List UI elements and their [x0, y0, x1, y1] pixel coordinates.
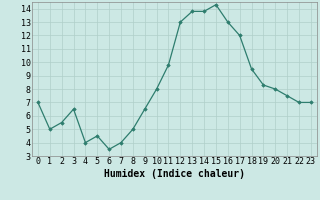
X-axis label: Humidex (Indice chaleur): Humidex (Indice chaleur)	[104, 169, 245, 179]
